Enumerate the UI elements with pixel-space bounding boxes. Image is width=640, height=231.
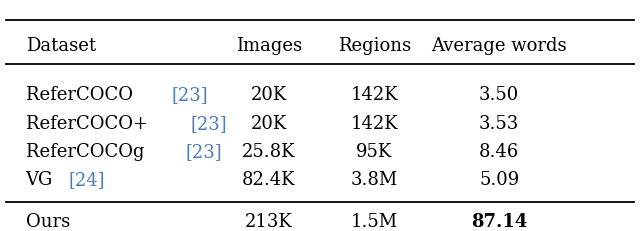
Text: 1.5M: 1.5M (351, 212, 398, 230)
Text: 20K: 20K (251, 86, 287, 104)
Text: [23]: [23] (171, 86, 208, 104)
Text: Images: Images (236, 37, 302, 55)
Text: Average words: Average words (431, 37, 567, 55)
Text: ReferCOCO+: ReferCOCO+ (26, 115, 154, 133)
Text: 87.14: 87.14 (471, 212, 527, 230)
Text: Ours: Ours (26, 212, 70, 230)
Text: 25.8K: 25.8K (242, 142, 296, 160)
Text: 82.4K: 82.4K (242, 170, 296, 188)
Text: 5.09: 5.09 (479, 170, 519, 188)
Text: [23]: [23] (186, 142, 223, 160)
Text: 3.8M: 3.8M (351, 170, 398, 188)
Text: Regions: Regions (338, 37, 411, 55)
Text: 142K: 142K (351, 86, 398, 104)
Text: [24]: [24] (68, 170, 105, 188)
Text: ReferCOCO: ReferCOCO (26, 86, 138, 104)
Text: 95K: 95K (356, 142, 392, 160)
Text: 3.50: 3.50 (479, 86, 519, 104)
Text: [23]: [23] (191, 115, 227, 133)
Text: 8.46: 8.46 (479, 142, 519, 160)
Text: Dataset: Dataset (26, 37, 96, 55)
Text: 20K: 20K (251, 115, 287, 133)
Text: 213K: 213K (245, 212, 292, 230)
Text: ReferCOCOg: ReferCOCOg (26, 142, 150, 160)
Text: 3.53: 3.53 (479, 115, 519, 133)
Text: VG: VG (26, 170, 59, 188)
Text: 142K: 142K (351, 115, 398, 133)
